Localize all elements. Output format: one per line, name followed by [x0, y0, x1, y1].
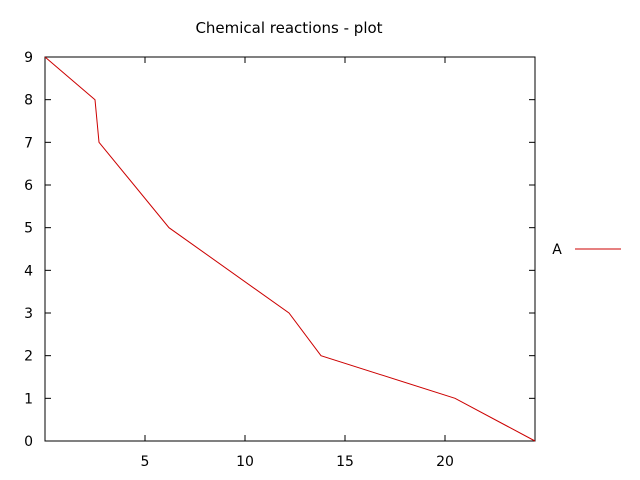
x-tick-label: 20	[436, 454, 454, 470]
y-tick-label: 5	[24, 221, 33, 237]
legend-label: A	[552, 242, 562, 258]
x-axis: 5 10 15 20	[141, 57, 454, 470]
chart-title: Chemical reactions - plot	[195, 19, 382, 37]
x-tick-label: 5	[141, 454, 150, 470]
legend: A	[552, 242, 621, 258]
y-tick-label: 1	[24, 391, 33, 407]
y-axis: 0 1 2 3 4 5 6 7 8 9	[24, 50, 535, 450]
y-tick-label: 0	[24, 434, 33, 450]
y-tick-label: 9	[24, 50, 33, 66]
series-layer	[44, 56, 536, 442]
x-tick-label: 15	[336, 454, 354, 470]
y-tick-label: 6	[24, 178, 33, 194]
y-tick-label: 7	[24, 135, 33, 151]
series-line-A	[44, 56, 536, 442]
y-tick-label: 4	[24, 263, 33, 279]
x-tick-label: 10	[236, 454, 254, 470]
y-tick-label: 8	[24, 93, 33, 109]
plot-frame	[44, 56, 536, 442]
y-tick-label: 2	[24, 349, 33, 365]
y-tick-label: 3	[24, 306, 33, 322]
